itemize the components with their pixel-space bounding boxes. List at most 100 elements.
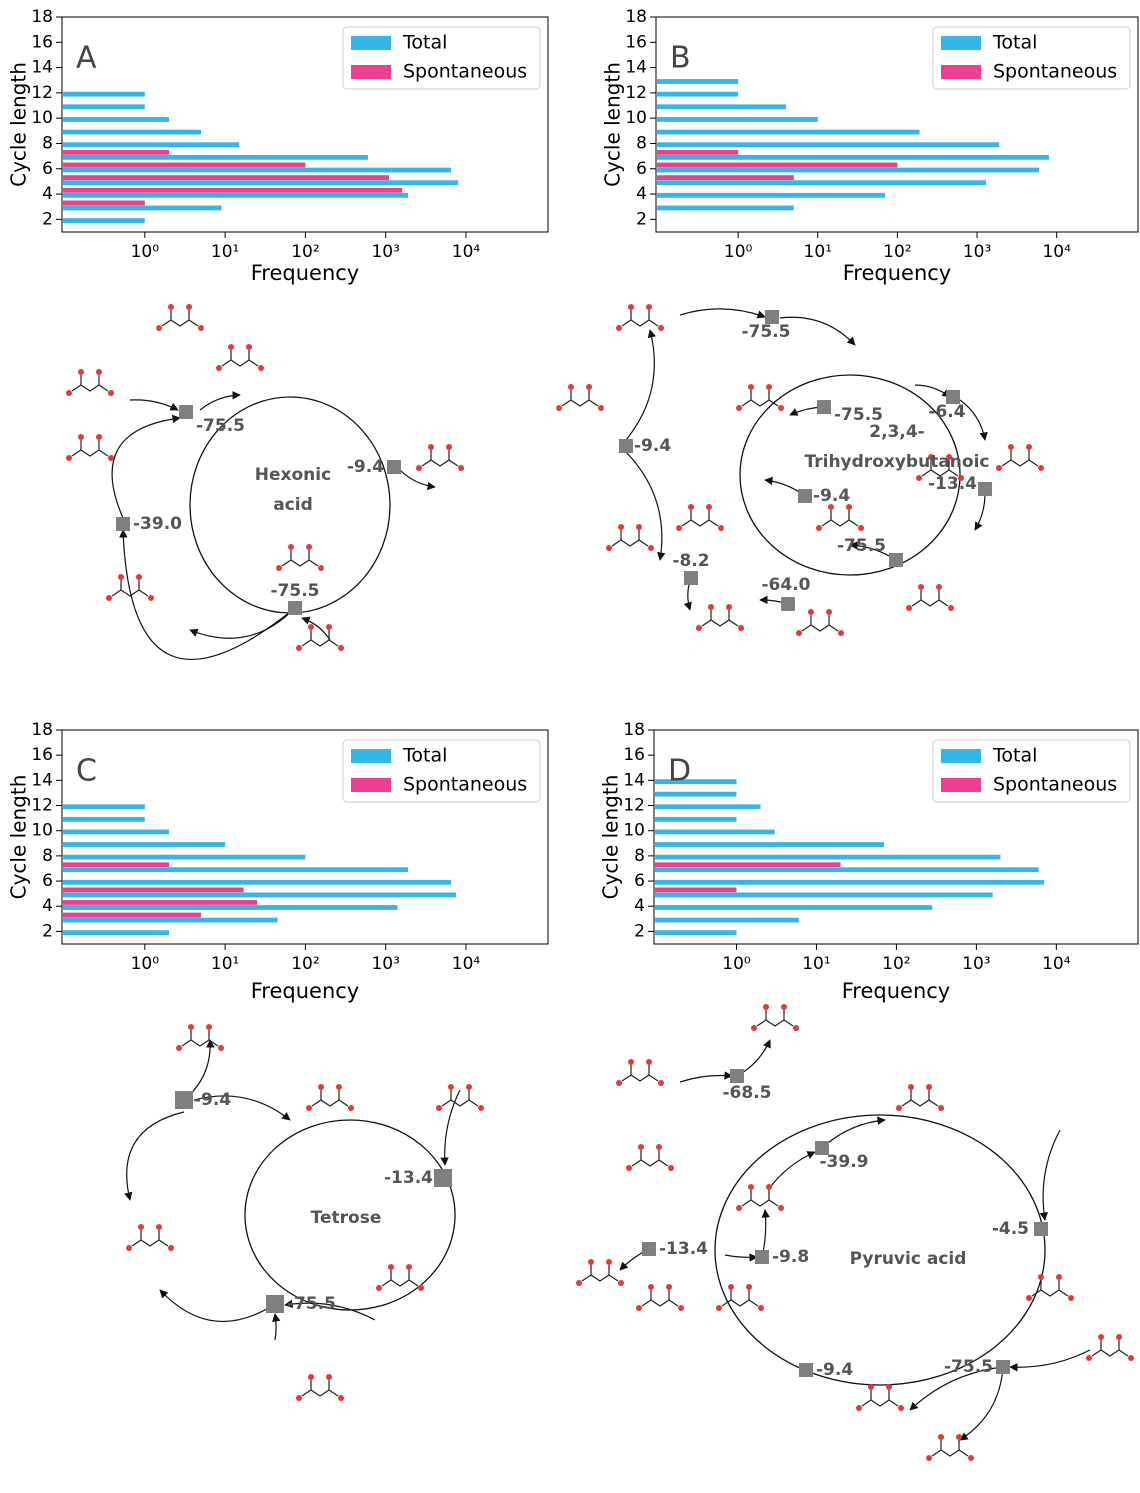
oxygen-atom (658, 325, 664, 331)
oxygen-atom (746, 1284, 752, 1290)
oxygen-atom (728, 1284, 734, 1290)
reaction-arrow (189, 607, 296, 639)
reaction-arrow (909, 1366, 1004, 1411)
oxygen-atom (416, 465, 422, 471)
y-tick-label: 12 (625, 83, 647, 103)
oxygen-atom (778, 1205, 784, 1211)
molecule-bond (111, 589, 149, 597)
y-tick-label: 14 (625, 58, 647, 78)
reaction-energy: -9.4 (347, 457, 384, 477)
reaction-arrow (767, 1151, 816, 1191)
oxygen-atom (646, 304, 652, 310)
x-tick-label: 10² (291, 954, 319, 974)
reaction-energy: -9.4 (194, 1090, 231, 1110)
reaction-arrow (679, 308, 766, 319)
oxygen-atom (696, 625, 702, 631)
oxygen-atom (1116, 1334, 1122, 1340)
oxygen-atom (1086, 1355, 1092, 1361)
y-tick-label: 18 (625, 7, 647, 27)
oxygen-atom (306, 544, 312, 550)
oxygen-atom (188, 1024, 194, 1030)
legend-box (932, 26, 1131, 90)
oxygen-atom (718, 525, 724, 531)
oxygen-atom (628, 304, 634, 310)
oxygen-atom (938, 1105, 944, 1111)
molecule-bond (301, 639, 339, 647)
bar (63, 912, 201, 918)
bar (657, 154, 1049, 160)
y-tick-label: 8 (634, 846, 645, 866)
x-tick-label: 10⁴ (1042, 242, 1071, 262)
legend-label: Total (992, 745, 1037, 767)
reaction-node (1034, 1222, 1048, 1236)
bar (657, 175, 794, 181)
reaction-energy: -39.0 (133, 514, 182, 534)
y-tick-label: 6 (42, 159, 53, 179)
oxygen-atom (628, 1059, 634, 1065)
oxygen-atom (616, 325, 622, 331)
y-tick-label: 4 (42, 184, 53, 204)
oxygen-atom (66, 455, 72, 461)
oxygen-atom (606, 545, 612, 551)
reaction-node (730, 1069, 744, 1083)
x-tick-label: 10² (883, 242, 911, 262)
oxygen-atom (676, 525, 682, 531)
oxygen-atom (948, 605, 954, 611)
molecule-bond (1091, 1349, 1129, 1357)
oxygen-atom (478, 1105, 484, 1111)
oxygen-atom (318, 565, 324, 571)
x-axis-label: Frequency (842, 979, 951, 1003)
reaction-energy: -9.8 (772, 1247, 809, 1267)
oxygen-atom (66, 390, 72, 396)
y-tick-label: 10 (625, 108, 647, 128)
oxygen-atom (228, 344, 234, 350)
bar (655, 854, 1001, 860)
reaction-arrow (272, 1313, 281, 1341)
y-tick-label: 4 (42, 896, 53, 916)
reaction-energy: -8.2 (672, 551, 709, 571)
bar (657, 167, 1040, 173)
oxygen-atom (898, 1405, 904, 1411)
reaction-arrow (1039, 1129, 1061, 1221)
reaction-energy: -75.5 (834, 405, 883, 425)
reaction-arrow (959, 399, 988, 441)
reaction-arrow (974, 494, 986, 531)
reaction-diagram: -75.5 -75.5 -6.4 -9.4 -13.4 -9.4 -75.5 -8.2 -64.… (556, 304, 1044, 636)
reaction-node (799, 1363, 813, 1377)
bar (63, 162, 306, 168)
oxygen-atom (926, 1455, 932, 1461)
panel-label: B (670, 41, 691, 76)
x-tick-label: 10⁰ (722, 954, 751, 974)
reaction-arrow (129, 399, 179, 411)
panel-label: C (76, 754, 97, 789)
oxygen-atom (336, 1084, 342, 1090)
reaction-arrow (914, 384, 951, 398)
reaction-energy: -68.5 (723, 1083, 772, 1103)
legend-label: Spontaneous (403, 774, 527, 796)
bar (63, 816, 145, 822)
y-tick-label: 10 (31, 108, 53, 128)
legend-swatch (351, 65, 391, 79)
bar (655, 892, 993, 898)
reaction-arrow (724, 1253, 758, 1262)
molecule-bond (131, 1239, 169, 1247)
bar (63, 117, 169, 122)
x-tick-label: 10³ (371, 954, 399, 974)
y-tick-label: 12 (31, 83, 53, 103)
bar (63, 892, 456, 898)
molecule-bond (756, 1019, 794, 1027)
oxygen-atom (338, 645, 344, 651)
cycle-name: Trihydroxybutanoic (805, 452, 990, 472)
y-tick-label: 12 (31, 796, 53, 816)
bar (655, 867, 1039, 873)
reaction-diagram: -9.4 -13.4 -75.5 Tetrose (124, 1024, 484, 1401)
oxygen-atom (636, 524, 642, 530)
legend-box (342, 26, 541, 90)
bar (657, 142, 1000, 148)
bar (63, 175, 390, 181)
oxygen-atom (908, 1084, 914, 1090)
oxygen-atom (748, 384, 754, 390)
molecule-bond (281, 559, 319, 567)
bar (63, 104, 145, 110)
oxygen-atom (666, 1284, 672, 1290)
